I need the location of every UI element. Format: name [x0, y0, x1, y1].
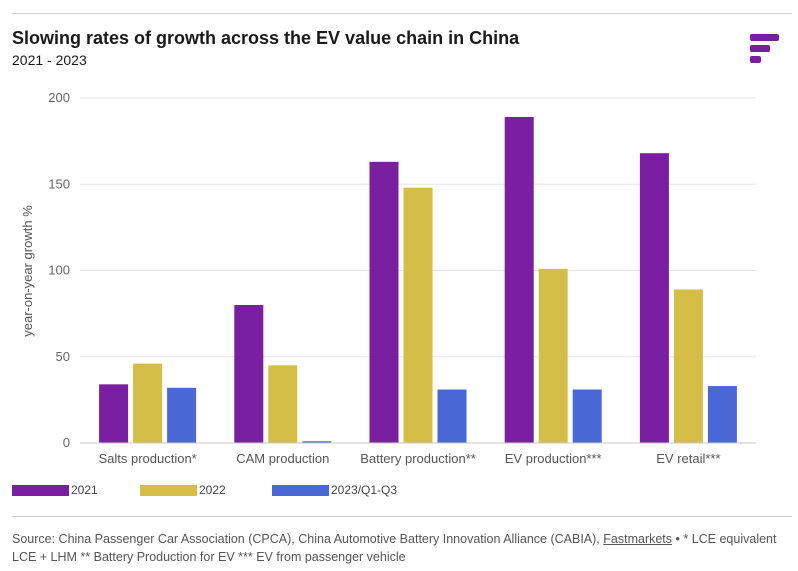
legend-swatch-2023 — [272, 484, 329, 496]
y-tick-label: 50 — [56, 349, 70, 364]
fastmarkets-logo-icon — [750, 34, 780, 66]
bar-2021[interactable] — [639, 153, 669, 443]
x-tick-label: EV retail*** — [656, 451, 720, 466]
bar-2023-q1-q3[interactable] — [167, 387, 197, 443]
bar-2022[interactable] — [268, 365, 298, 443]
y-tick-label: 150 — [48, 176, 70, 191]
bar-2021[interactable] — [234, 305, 264, 443]
legend-label-2021: 2021 — [71, 483, 98, 497]
source-suffix: • * LCE equivalent LCE + LHM ** Battery … — [12, 532, 777, 564]
legend-swatch-2021 — [12, 484, 69, 496]
chart-subtitle: 2021 - 2023 — [12, 52, 87, 68]
bar-2023-q1-q3[interactable] — [302, 441, 332, 443]
chart-title: Slowing rates of growth across the EV va… — [12, 28, 520, 48]
y-axis-label: year-on-year growth % — [20, 205, 35, 337]
bar-2021[interactable] — [99, 384, 129, 443]
bar-2021[interactable] — [369, 161, 399, 443]
top-divider — [12, 13, 792, 14]
bar-2021[interactable] — [504, 116, 534, 443]
fastmarkets-link[interactable]: Fastmarkets — [603, 532, 673, 546]
bar-2022[interactable] — [403, 187, 433, 443]
legend-label-2022: 2022 — [199, 483, 226, 497]
legend-item-2021[interactable]: 2021 — [12, 483, 98, 497]
bar-2022[interactable] — [673, 289, 703, 443]
bottom-divider — [12, 516, 792, 517]
y-tick-label: 100 — [48, 263, 70, 278]
legend-item-2023[interactable]: 2023/Q1-Q3 — [272, 483, 397, 497]
y-tick-label: 200 — [48, 90, 70, 105]
bar-2022[interactable] — [538, 268, 568, 443]
x-tick-label: EV production*** — [505, 451, 602, 466]
bar-2023-q1-q3[interactable] — [572, 389, 602, 443]
legend-label-2023: 2023/Q1-Q3 — [331, 483, 398, 497]
y-tick-label: 0 — [63, 435, 70, 450]
bar-2022[interactable] — [133, 363, 163, 443]
x-tick-label: Salts production* — [98, 451, 196, 466]
legend-swatch-2022 — [140, 484, 197, 496]
bar-2023-q1-q3[interactable] — [437, 389, 467, 443]
x-tick-label: CAM production — [236, 451, 329, 466]
bar-2023-q1-q3[interactable] — [707, 386, 737, 443]
source-prefix: Source: China Passenger Car Association … — [12, 532, 604, 546]
x-tick-label: Battery production** — [360, 451, 476, 466]
source-note: Source: China Passenger Car Association … — [12, 530, 792, 566]
bar-chart: 0 50 100 150 200 year-on-year growth % Salts… — [20, 90, 756, 466]
legend-item-2022[interactable]: 2022 — [140, 483, 226, 497]
